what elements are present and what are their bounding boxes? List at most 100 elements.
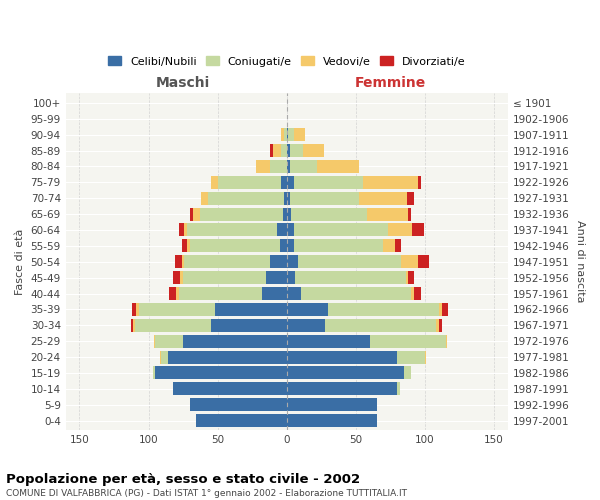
Bar — [287, 160, 290, 173]
Bar — [179, 224, 184, 236]
Bar — [287, 382, 397, 396]
Bar — [208, 192, 284, 204]
Bar — [298, 255, 401, 268]
Y-axis label: Fasce di età: Fasce di età — [15, 228, 25, 295]
Bar — [287, 334, 370, 347]
Bar — [418, 255, 429, 268]
Bar — [281, 176, 287, 189]
Bar — [293, 240, 383, 252]
Bar — [367, 208, 409, 220]
Bar — [418, 176, 421, 189]
Bar — [436, 319, 439, 332]
Bar — [293, 128, 305, 141]
Bar — [287, 255, 298, 268]
Bar — [183, 271, 266, 284]
Bar — [406, 271, 409, 284]
Bar — [262, 287, 287, 300]
Bar — [133, 319, 135, 332]
Bar — [179, 287, 262, 300]
Bar — [287, 224, 293, 236]
Bar — [363, 176, 418, 189]
Bar — [181, 271, 183, 284]
Bar — [404, 366, 411, 380]
Bar — [287, 128, 288, 141]
Bar — [168, 350, 287, 364]
Legend: Celibi/Nubili, Coniugati/e, Vedovi/e, Divorziati/e: Celibi/Nubili, Coniugati/e, Vedovi/e, Di… — [103, 52, 470, 71]
Bar — [295, 271, 406, 284]
Bar — [284, 128, 287, 141]
Bar — [187, 240, 190, 252]
Bar — [290, 192, 359, 204]
Bar — [290, 144, 304, 157]
Bar — [290, 160, 317, 173]
Bar — [200, 208, 283, 220]
Bar — [173, 382, 287, 396]
Bar — [169, 287, 176, 300]
Bar — [193, 208, 200, 220]
Bar — [155, 366, 287, 380]
Bar — [287, 271, 295, 284]
Bar — [211, 319, 287, 332]
Bar — [446, 334, 447, 347]
Bar — [160, 350, 161, 364]
Bar — [201, 192, 208, 204]
Bar — [287, 176, 293, 189]
Bar — [328, 303, 439, 316]
Bar — [161, 350, 168, 364]
Bar — [284, 192, 287, 204]
Bar — [401, 255, 418, 268]
Bar — [256, 160, 270, 173]
Bar — [370, 334, 446, 347]
Bar — [439, 303, 442, 316]
Bar — [183, 334, 287, 347]
Bar — [280, 240, 287, 252]
Bar — [277, 224, 287, 236]
Bar — [154, 334, 155, 347]
Bar — [182, 255, 184, 268]
Bar — [184, 255, 270, 268]
Bar — [409, 271, 414, 284]
Bar — [281, 144, 287, 157]
Bar — [270, 144, 273, 157]
Bar — [273, 144, 281, 157]
Bar — [325, 319, 436, 332]
Bar — [293, 224, 388, 236]
Bar — [287, 287, 301, 300]
Bar — [287, 208, 291, 220]
Bar — [215, 303, 287, 316]
Bar — [439, 319, 442, 332]
Bar — [287, 144, 290, 157]
Y-axis label: Anni di nascita: Anni di nascita — [575, 220, 585, 303]
Bar — [301, 287, 411, 300]
Bar — [287, 192, 290, 204]
Bar — [414, 287, 421, 300]
Bar — [196, 414, 287, 427]
Bar — [173, 271, 181, 284]
Bar — [412, 224, 424, 236]
Bar — [136, 303, 139, 316]
Bar — [287, 350, 397, 364]
Bar — [291, 208, 367, 220]
Bar — [270, 160, 287, 173]
Bar — [270, 255, 287, 268]
Bar — [184, 224, 187, 236]
Bar — [155, 334, 183, 347]
Bar — [293, 176, 363, 189]
Text: Femmine: Femmine — [355, 76, 426, 90]
Bar — [287, 303, 328, 316]
Bar — [287, 398, 377, 411]
Text: Popolazione per età, sesso e stato civile - 2002: Popolazione per età, sesso e stato civil… — [6, 472, 360, 486]
Bar — [317, 160, 359, 173]
Bar — [131, 319, 133, 332]
Bar — [397, 382, 400, 396]
Bar — [190, 398, 287, 411]
Bar — [287, 414, 377, 427]
Bar — [287, 240, 293, 252]
Bar — [407, 192, 414, 204]
Bar — [266, 271, 287, 284]
Bar — [281, 128, 284, 141]
Bar — [425, 350, 427, 364]
Bar — [287, 319, 325, 332]
Bar — [383, 240, 395, 252]
Bar — [175, 255, 182, 268]
